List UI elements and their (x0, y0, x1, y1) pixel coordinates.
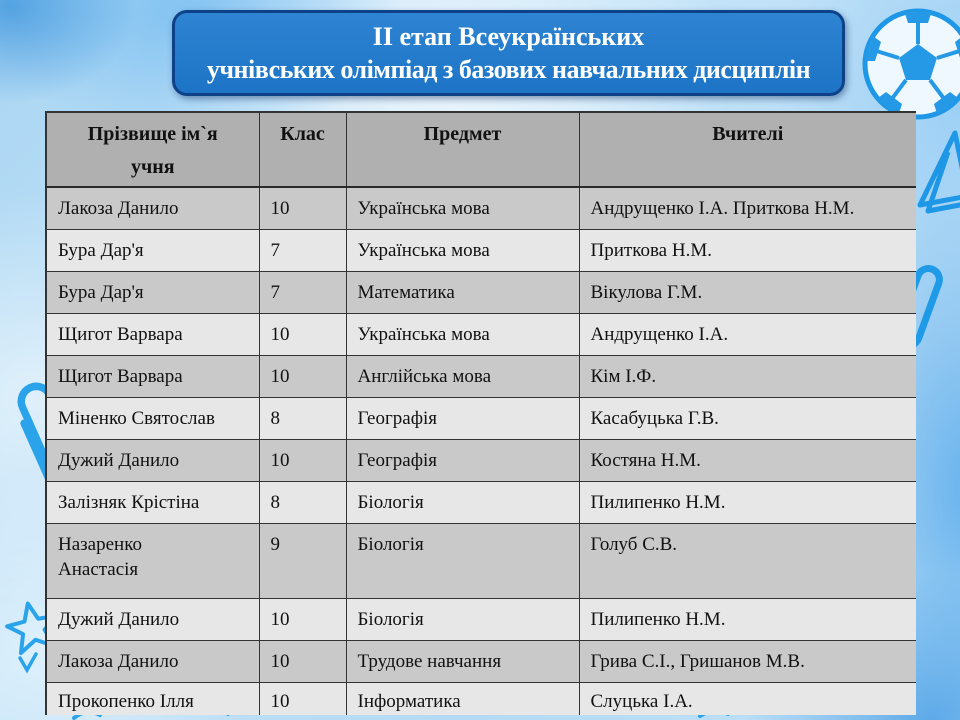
cell-teachers: Слуцька І.А. (578, 681, 916, 715)
table-row: Щигот Варвара 10 Англійська мова Кім І.Ф… (45, 354, 916, 398)
table-body: Лакоза Данило 10 Українська мова Андруще… (45, 186, 916, 715)
cell-subject: Українська мова (345, 228, 580, 272)
cell-student-name: Бура Дар'я (45, 270, 260, 314)
cell-subject: Біологія (345, 597, 580, 641)
cell-student-name: Щигот Варвара (45, 312, 260, 356)
cell-teachers: Андрущенко І.А. (578, 312, 916, 356)
table-row: Лакоза Данило 10 Українська мова Андруще… (45, 186, 916, 230)
cell-class: 10 (258, 597, 347, 641)
table-row: Дужий Данило 10 Географія Костяна Н.М. (45, 438, 916, 482)
cell-class: 10 (258, 438, 347, 482)
table-row: Залізняк Крістіна 8 Біологія Пилипенко Н… (45, 480, 916, 524)
cell-teachers: Приткова Н.М. (578, 228, 916, 272)
cell-class: 7 (258, 228, 347, 272)
cell-subject: Біологія (345, 480, 580, 524)
cell-subject: Інформатика (345, 681, 580, 715)
header-subject: Предмет (345, 111, 580, 188)
cell-teachers: Пилипенко Н.М. (578, 597, 916, 641)
cell-subject: Українська мова (345, 186, 580, 230)
title-line-1: ІІ етап Всеукраїнських (372, 22, 645, 51)
cell-subject: Трудове навчання (345, 639, 580, 683)
olympiad-table-wrap: Прізвище ім`я учня Клас Предмет Вчителі … (45, 111, 916, 715)
cell-teachers: Пилипенко Н.М. (578, 480, 916, 524)
cell-class: 10 (258, 354, 347, 398)
cell-teachers: Вікулова Г.М. (578, 270, 916, 314)
cell-class: 8 (258, 480, 347, 524)
table-row: Дужий Данило 10 Біологія Пилипенко Н.М. (45, 597, 916, 641)
cell-student-name: Бура Дар'я (45, 228, 260, 272)
cell-teachers: Голуб С.В. (578, 522, 916, 599)
table-row: Щигот Варвара 10 Українська мова Андруще… (45, 312, 916, 356)
cell-subject: Географія (345, 438, 580, 482)
olympiad-table: Прізвище ім`я учня Клас Предмет Вчителі … (45, 111, 916, 715)
table-row: Міненко Святослав 8 Географія Касабуцька… (45, 396, 916, 440)
cell-student-name: Залізняк Крістіна (45, 480, 260, 524)
title-banner: ІІ етап Всеукраїнських учнівських олімпі… (172, 10, 845, 96)
table-row: Назаренко Анастасія 9 Біологія Голуб С.В… (45, 522, 916, 599)
title-line-2: учнівських олімпіад з базових навчальних… (206, 55, 811, 84)
cell-class: 8 (258, 396, 347, 440)
cell-student-name: Щигот Варвара (45, 354, 260, 398)
triangle-ruler-icon (917, 130, 960, 214)
cell-subject: Біологія (345, 522, 580, 599)
table-row: Прокопенко Ілля 10 Інформатика Слуцька І… (45, 681, 916, 715)
cell-teachers: Касабуцька Г.В. (578, 396, 916, 440)
cell-class: 10 (258, 639, 347, 683)
cell-subject: Математика (345, 270, 580, 314)
table-header-row: Прізвище ім`я учня Клас Предмет Вчителі (45, 111, 916, 188)
cell-class: 7 (258, 270, 347, 314)
cell-student-name: Міненко Святослав (45, 396, 260, 440)
header-class: Клас (258, 111, 347, 188)
header-teachers: Вчителі (578, 111, 916, 188)
cell-student-name: Прокопенко Ілля (45, 681, 260, 715)
soccer-ball-icon (862, 8, 960, 120)
cell-teachers: Грива С.І., Гришанов М.В. (578, 639, 916, 683)
table-row: Лакоза Данило 10 Трудове навчання Грива … (45, 639, 916, 683)
cell-teachers: Андрущенко І.А. Приткова Н.М. (578, 186, 916, 230)
cell-student-name: Назаренко Анастасія (45, 522, 260, 599)
cell-class: 10 (258, 186, 347, 230)
cell-class: 9 (258, 522, 347, 599)
header-student-name: Прізвище ім`я учня (45, 111, 260, 188)
table-row: Бура Дар'я 7 Українська мова Приткова Н.… (45, 228, 916, 272)
table-row: Бура Дар'я 7 Математика Вікулова Г.М. (45, 270, 916, 314)
cell-teachers: Костяна Н.М. (578, 438, 916, 482)
cell-class: 10 (258, 312, 347, 356)
cell-student-name: Лакоза Данило (45, 186, 260, 230)
cell-class: 10 (258, 681, 347, 715)
cell-student-name: Дужий Данило (45, 597, 260, 641)
cell-student-name: Лакоза Данило (45, 639, 260, 683)
cell-subject: Українська мова (345, 312, 580, 356)
cell-student-name: Дужий Данило (45, 438, 260, 482)
checkmark-doodle-icon (18, 652, 38, 674)
cell-subject: Англійська мова (345, 354, 580, 398)
cell-teachers: Кім І.Ф. (578, 354, 916, 398)
cell-subject: Географія (345, 396, 580, 440)
